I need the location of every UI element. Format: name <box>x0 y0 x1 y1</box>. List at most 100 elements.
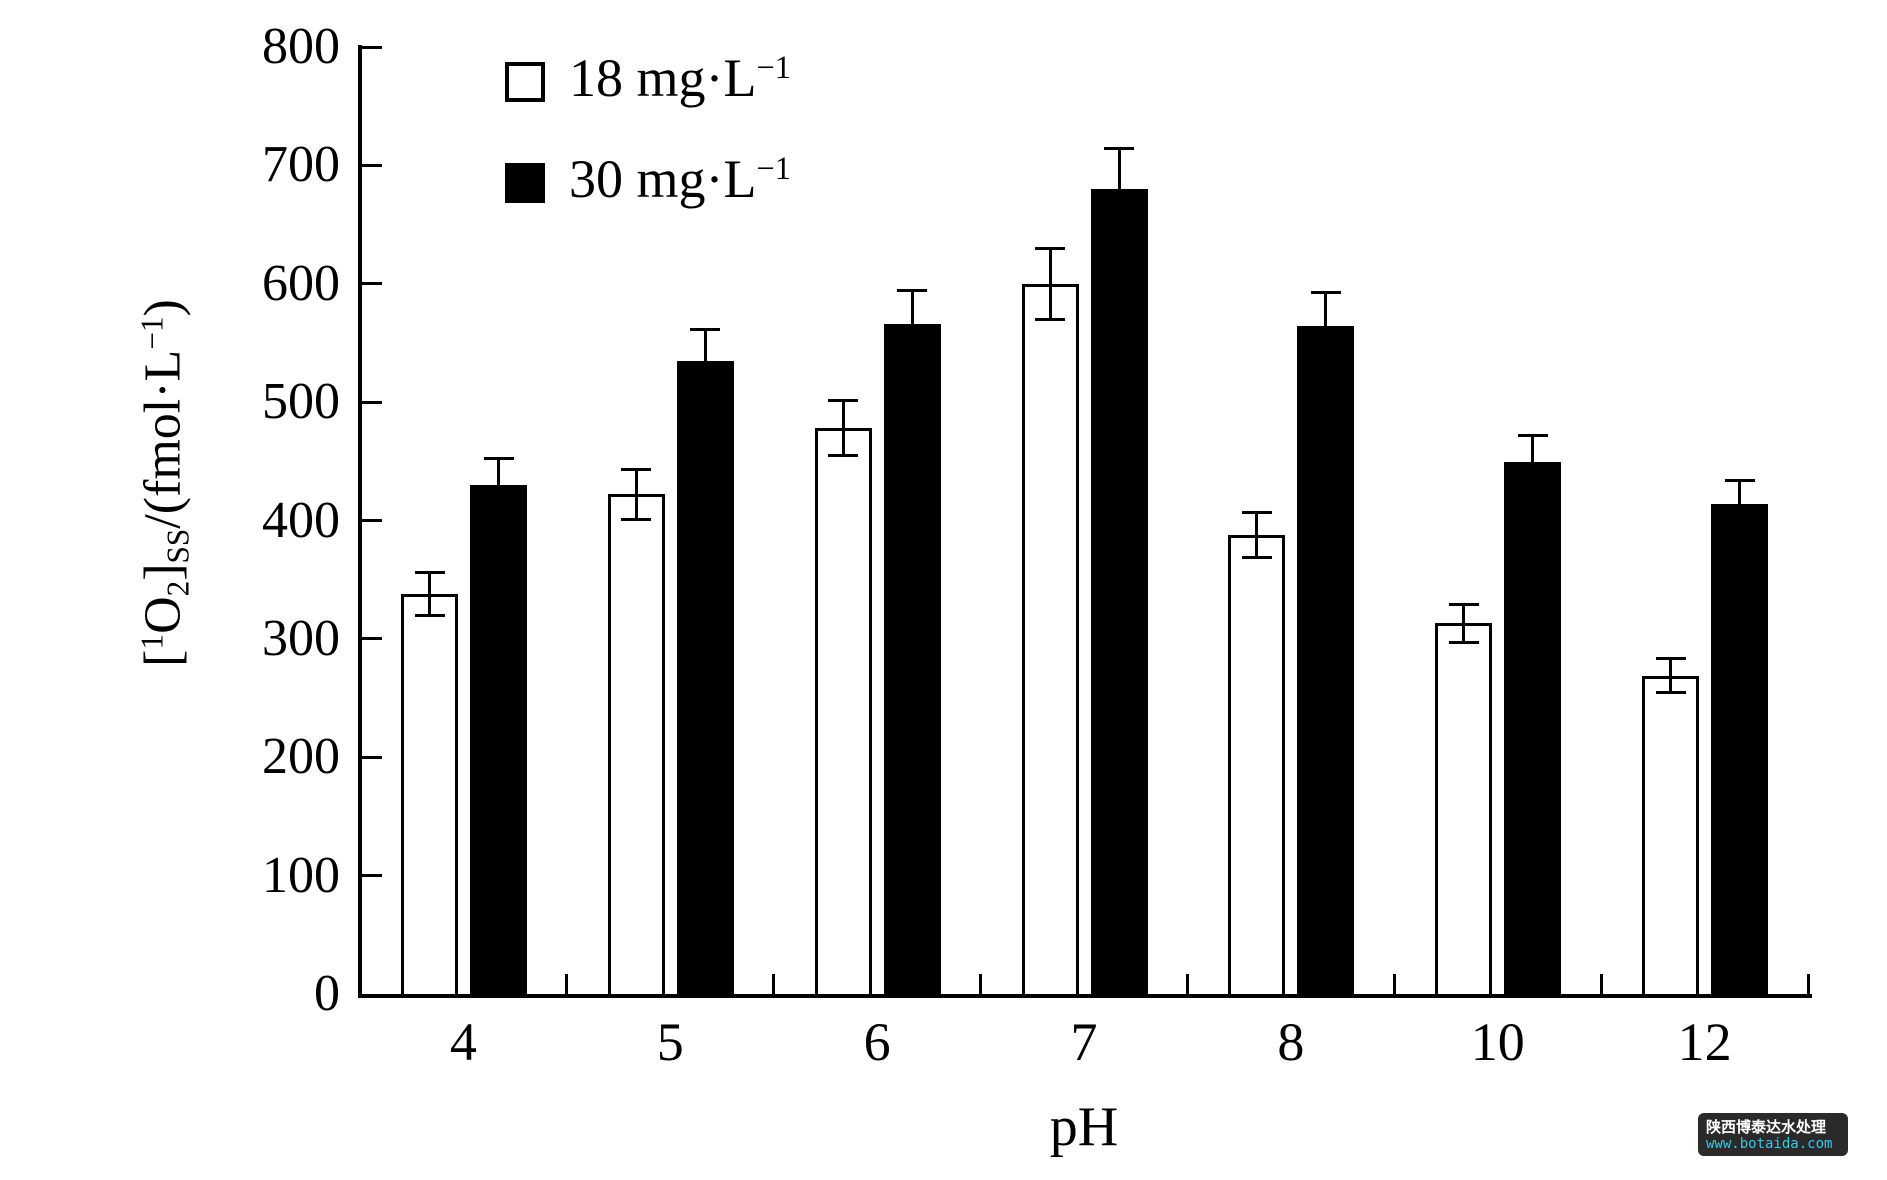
bar-18-7 <box>1021 283 1079 997</box>
error-bar <box>1117 148 1121 230</box>
y-tick <box>360 282 382 286</box>
error-bar-cap-top <box>621 468 652 472</box>
error-bar-cap-top <box>897 289 928 293</box>
error-bar <box>1738 480 1742 528</box>
error-bar <box>1324 292 1328 361</box>
error-bar-cap-bottom <box>1310 359 1341 363</box>
x-category-label: 6 <box>863 1012 891 1072</box>
bar-18-10 <box>1435 623 1493 997</box>
error-bar <box>910 290 914 358</box>
error-bar <box>1048 248 1052 320</box>
error-bar-cap-bottom <box>1517 488 1548 492</box>
y-tick <box>360 755 382 759</box>
x-tick <box>565 974 569 994</box>
legend-swatch-30 <box>505 163 545 203</box>
y-tick-label: 500 <box>262 373 340 431</box>
error-bar-cap-top <box>1448 603 1479 607</box>
bar-30-4 <box>470 484 527 997</box>
y-tick-label: 0 <box>314 965 340 1022</box>
error-bar-cap-top <box>1655 657 1686 661</box>
error-bar-cap-top <box>483 457 514 461</box>
error-bar-cap-bottom <box>828 453 859 457</box>
y-tick-label: 700 <box>262 136 340 194</box>
error-bar <box>634 469 638 520</box>
error-bar-cap-top <box>1035 246 1066 250</box>
watermark-company-text: 陕西博泰达水处理 <box>1706 1117 1827 1136</box>
y-tick-label: 400 <box>262 491 340 549</box>
bar-30-7 <box>1090 189 1148 997</box>
error-bar <box>497 458 500 512</box>
legend-swatch-18 <box>505 62 545 102</box>
error-bar-cap-bottom <box>1035 317 1066 321</box>
x-category-label: 8 <box>1277 1012 1305 1072</box>
error-bar-cap-top <box>1310 290 1341 294</box>
x-tick <box>1185 974 1189 994</box>
error-bar-cap-bottom <box>897 355 928 359</box>
bar-18-5 <box>607 494 665 997</box>
error-bar-cap-bottom <box>414 613 445 617</box>
y-tick <box>360 874 382 878</box>
x-category-label: 7 <box>1070 1012 1098 1072</box>
error-bar-cap-bottom <box>1448 640 1479 644</box>
bar-30-12 <box>1711 503 1769 997</box>
y-tick <box>360 400 382 404</box>
error-bar-cap-top <box>1517 433 1548 437</box>
error-bar <box>428 572 431 616</box>
bar-30-10 <box>1504 462 1562 997</box>
x-tick <box>1599 974 1603 994</box>
error-bar <box>1531 435 1535 490</box>
y-tick <box>360 519 382 522</box>
x-tick <box>772 974 776 994</box>
x-category-label: 4 <box>449 1012 477 1072</box>
error-bar-cap-top <box>1241 510 1272 514</box>
x-tick <box>1806 974 1810 994</box>
bar-18-8 <box>1228 534 1286 997</box>
bar-30-6 <box>883 323 941 997</box>
x-category-label: 12 <box>1677 1012 1732 1072</box>
bar-18-6 <box>814 428 872 997</box>
watermark: 陕西博泰达水处理 www.botaida.com <box>1698 1113 1848 1156</box>
y-axis-title: [1O2]SS/(fmol·L−1) <box>134 299 196 667</box>
error-bar-cap-top <box>690 328 721 332</box>
bar-30-5 <box>676 360 734 997</box>
error-bar-cap-top <box>414 571 445 575</box>
x-axis-title: pH <box>1049 1096 1119 1158</box>
error-bar-cap-bottom <box>1104 227 1135 231</box>
x-tick <box>979 974 983 994</box>
bar-30-8 <box>1297 326 1355 997</box>
error-bar <box>841 400 845 456</box>
y-tick <box>360 163 382 167</box>
x-category-label: 10 <box>1470 1012 1525 1072</box>
y-tick <box>360 45 382 49</box>
bar-18-12 <box>1642 675 1700 997</box>
y-tick-label: 600 <box>262 254 340 312</box>
legend-label: 18 mg·L−1 <box>569 48 791 108</box>
error-bar-cap-bottom <box>621 517 652 521</box>
error-bar <box>1669 658 1673 693</box>
error-bar-cap-bottom <box>690 389 721 393</box>
error-bar-cap-bottom <box>1724 526 1755 530</box>
x-tick <box>1392 974 1396 994</box>
y-tick-label: 300 <box>262 609 340 667</box>
error-bar <box>703 329 707 392</box>
legend-label: 30 mg·L−1 <box>569 149 791 209</box>
error-bar <box>1255 512 1259 558</box>
y-tick-label: 800 <box>262 18 340 75</box>
error-bar-cap-bottom <box>1241 555 1272 559</box>
error-bar-cap-bottom <box>483 509 514 513</box>
x-category-label: 5 <box>656 1012 684 1072</box>
y-tick-label: 200 <box>262 728 340 786</box>
bar-18-4 <box>401 593 458 997</box>
error-bar-cap-top <box>1724 478 1755 482</box>
legend-item: 18 mg·L−1 <box>505 48 791 108</box>
error-bar <box>1462 604 1466 643</box>
watermark-url-text: www.botaida.com <box>1706 1135 1833 1152</box>
error-bar-cap-top <box>1104 147 1135 151</box>
error-bar-cap-top <box>828 399 859 403</box>
legend-item: 30 mg·L−1 <box>505 149 791 209</box>
x-axis-line <box>358 994 1812 998</box>
y-tick-label: 100 <box>262 846 340 904</box>
error-bar-cap-bottom <box>1655 690 1686 694</box>
y-tick <box>360 637 382 641</box>
